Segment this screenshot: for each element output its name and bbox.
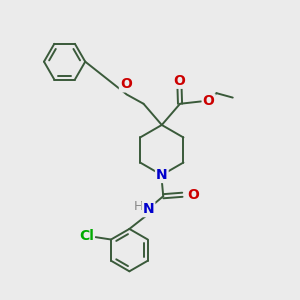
- Text: Cl: Cl: [80, 229, 94, 243]
- Text: O: O: [188, 188, 200, 202]
- Text: N: N: [156, 168, 168, 182]
- Text: N: N: [143, 202, 154, 216]
- Text: H: H: [134, 200, 143, 213]
- Text: O: O: [173, 74, 185, 88]
- Text: O: O: [203, 94, 214, 108]
- Text: O: O: [120, 77, 132, 92]
